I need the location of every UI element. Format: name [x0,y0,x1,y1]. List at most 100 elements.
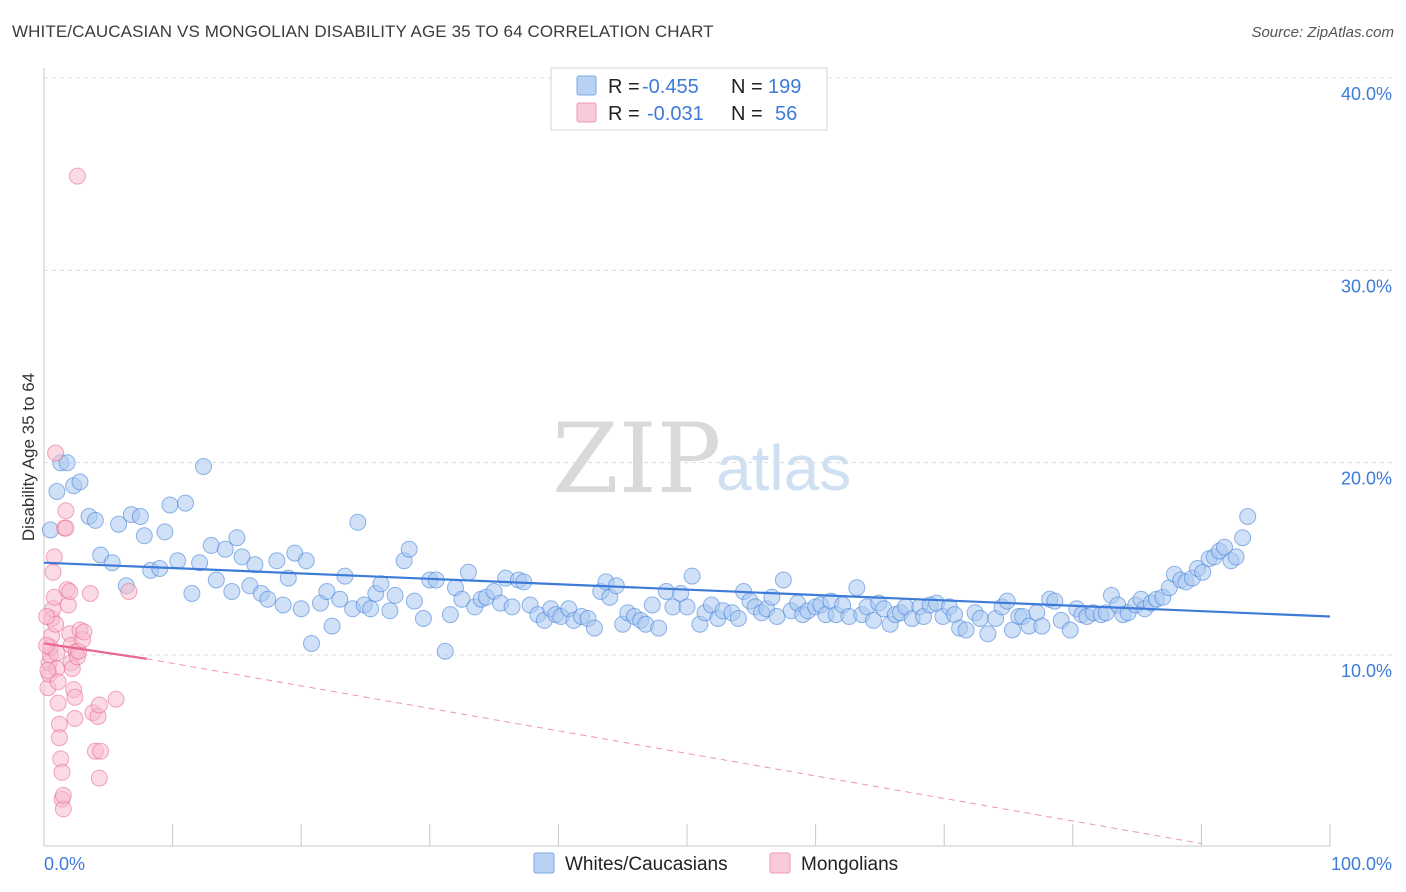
point-whites-55 [400,540,418,558]
point-whites-10 [110,515,128,533]
point-whites-22 [191,554,209,572]
point-whites-95 [650,619,668,637]
point-whites-61 [441,606,459,624]
point-whites-20 [177,494,194,512]
point-whites-71 [503,598,521,616]
legend-n-label-mongolians: N = [731,103,763,125]
point-whites-107 [729,610,747,627]
point-whites-17 [156,523,174,541]
y-tick-label-1: 20.0% [1341,469,1392,489]
point-whites-192 [1234,529,1252,547]
point-mongolians-18 [50,729,68,747]
data-points [38,167,1257,818]
point-mongolians-10 [45,588,63,606]
point-whites-25 [207,571,225,589]
point-mongolians-46 [81,585,99,602]
point-whites-34 [268,552,286,570]
point-mongolians-43 [38,608,56,625]
point-whites-13 [131,508,149,525]
y-tick-label-2: 30.0% [1341,276,1392,296]
point-mongolians-25 [57,502,75,520]
point-mongolians-42 [75,623,93,641]
point-whites-113 [763,588,781,606]
legend-swatch-whites [576,75,597,96]
point-mongolians-11 [47,444,65,462]
point-whites-21 [183,585,201,602]
point-whites-114 [768,608,786,625]
point-mongolians-36 [66,688,84,706]
point-whites-53 [386,586,404,604]
point-whites-39 [297,552,315,570]
point-mongolians-49 [90,696,108,714]
correlation-legend: R = -0.455 N = 199 R = -0.031 N = 56 [550,67,828,131]
point-mongolians-23 [54,786,72,804]
legend-r-value-whites: -0.455 [642,76,699,98]
point-whites-52 [381,602,399,620]
point-whites-18 [161,496,179,514]
point-whites-115 [774,571,792,589]
point-whites-96 [657,583,675,600]
point-whites-56 [405,592,423,610]
point-whites-189 [1216,538,1233,556]
x-tick-label-1: 100.0% [1331,854,1392,874]
legend-swatch-mongolians [576,102,597,123]
point-whites-5 [71,473,89,491]
bottom-legend-label-whites: Whites/Caucasians [565,854,728,875]
point-whites-7 [86,511,104,529]
point-whites-162 [1061,621,1079,639]
chart-title: WHITE/CAUCASIAN VS MONGOLIAN DISABILITY … [12,22,714,41]
point-whites-27 [223,583,241,600]
legend-r-label-mongolians: R = [608,103,640,125]
x-tick-labels: 0.0% 100.0% [44,854,1392,874]
point-whites-191 [1227,548,1245,566]
point-whites-33 [259,590,277,608]
point-mongolians-35 [66,710,84,727]
point-whites-29 [233,548,251,566]
legend-r-label-whites: R = [608,76,640,98]
legend-box [550,67,828,131]
series-legend: Whites/Caucasians Mongolians [533,852,898,875]
point-whites-42 [318,583,336,600]
point-whites-146 [957,621,975,639]
point-whites-94 [643,596,661,614]
point-whites-44 [331,590,349,608]
point-whites-193 [1239,508,1257,525]
point-mongolians-51 [92,742,110,760]
point-whites-38 [292,600,310,618]
point-mongolians-20 [53,763,71,781]
point-mongolians-15 [49,673,67,691]
point-whites-35 [274,596,292,614]
point-mongolians-53 [107,690,125,708]
point-whites-149 [979,625,997,643]
point-mongolians-55 [68,167,86,185]
trend-extension-mongolians [146,658,1202,844]
series-whites [41,454,1257,660]
legend-n-value-mongolians: 56 [775,103,797,125]
watermark-zip: ZIP [552,403,721,515]
point-mongolians-26 [57,519,75,537]
watermark-atlas: atlas [716,432,851,504]
point-whites-14 [135,527,153,545]
point-whites-24 [202,536,220,554]
point-whites-49 [362,600,380,618]
point-whites-19 [169,552,187,570]
watermark: ZIP atlas [552,403,851,515]
point-whites-51 [372,575,390,593]
y-tick-label-0: 10.0% [1341,661,1392,681]
bottom-legend-swatch-whites [533,852,555,874]
legend-r-value-mongolians: -0.031 [647,103,704,125]
point-whites-43 [323,617,341,635]
point-mongolians-54 [120,583,138,600]
point-whites-57 [414,610,432,627]
point-whites-3 [58,454,76,472]
point-whites-40 [303,635,320,652]
trend-line-whites [43,561,1331,618]
point-whites-47 [349,513,367,531]
point-whites-64 [459,563,477,581]
point-whites-99 [678,598,696,616]
trend-line-mongolians [43,642,148,660]
point-whites-148 [971,610,989,627]
point-mongolians-9 [45,548,63,566]
point-whites-127 [848,579,866,597]
point-whites-130 [865,611,882,629]
